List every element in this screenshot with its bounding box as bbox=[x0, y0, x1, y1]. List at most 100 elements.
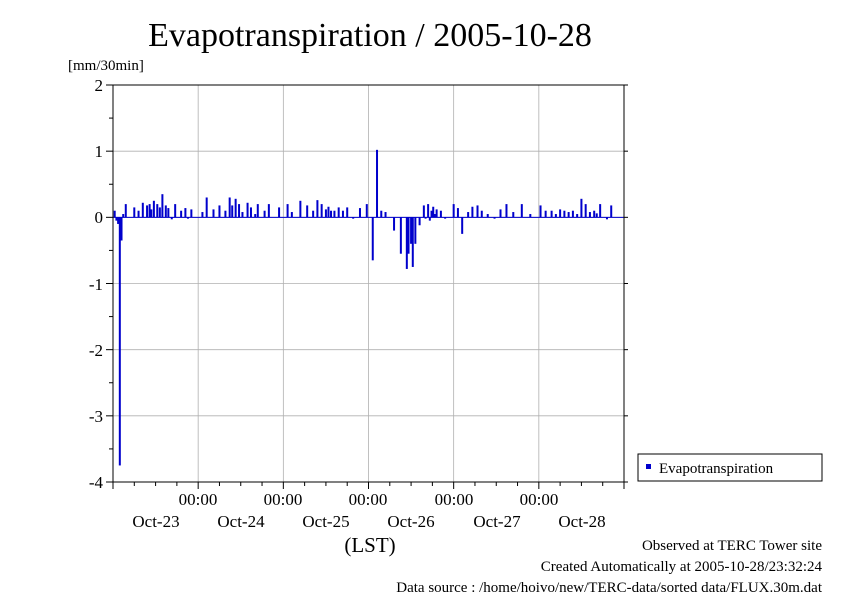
data-bar bbox=[584, 204, 587, 218]
data-bar bbox=[418, 217, 421, 226]
created-note: Created Automatically at 2005-10-28/23:3… bbox=[541, 559, 823, 575]
data-bar bbox=[118, 217, 121, 466]
data-bar bbox=[358, 208, 361, 218]
data-bar bbox=[476, 205, 479, 218]
data-bar bbox=[605, 217, 608, 220]
x-time-label: 00:00 bbox=[349, 490, 388, 509]
data-bar bbox=[286, 204, 289, 218]
data-bar bbox=[120, 217, 123, 241]
data-bar bbox=[380, 210, 383, 218]
data-bar bbox=[550, 210, 553, 218]
data-bar bbox=[212, 209, 215, 218]
y-tick-label: 0 bbox=[95, 208, 104, 227]
data-bar bbox=[150, 209, 153, 218]
data-bars bbox=[113, 149, 624, 466]
data-bar bbox=[499, 209, 502, 218]
data-bar bbox=[333, 210, 336, 218]
data-bar bbox=[122, 214, 125, 218]
data-bar bbox=[580, 198, 583, 218]
data-bar bbox=[554, 214, 557, 218]
data-bar bbox=[486, 214, 489, 218]
data-bar bbox=[610, 205, 613, 218]
data-bar bbox=[190, 209, 193, 218]
data-bar bbox=[512, 212, 515, 218]
legend-swatch bbox=[646, 464, 651, 469]
data-bar bbox=[341, 210, 344, 218]
data-bar bbox=[290, 212, 293, 218]
data-bar bbox=[567, 212, 570, 218]
data-bar bbox=[174, 204, 177, 218]
y-axis-unit-label: [mm/30min] bbox=[68, 58, 144, 74]
data-bar bbox=[312, 210, 315, 218]
y-tick-label: 1 bbox=[95, 142, 104, 161]
data-bar bbox=[411, 217, 414, 267]
data-bar bbox=[141, 202, 144, 218]
data-bar bbox=[180, 210, 183, 218]
data-bar bbox=[435, 209, 438, 218]
data-bar bbox=[337, 207, 340, 218]
data-bar bbox=[330, 210, 333, 218]
data-bar bbox=[263, 210, 266, 218]
data-bar bbox=[152, 200, 155, 218]
data-bar bbox=[539, 205, 542, 218]
axis-ticks bbox=[106, 84, 628, 489]
y-tick-label: -4 bbox=[89, 473, 104, 492]
x-day-label: Oct-24 bbox=[217, 512, 265, 531]
data-bar bbox=[427, 204, 430, 218]
data-bar bbox=[231, 205, 234, 218]
data-bar bbox=[267, 204, 270, 218]
data-bar bbox=[241, 212, 244, 218]
x-time-labels: 00:00 00:00 00:00 00:00 00:00 bbox=[179, 490, 559, 509]
data-bar bbox=[559, 209, 562, 218]
data-bar bbox=[480, 210, 483, 218]
legend-box bbox=[637, 453, 823, 482]
data-bar bbox=[352, 217, 355, 219]
data-bar bbox=[467, 212, 470, 218]
data-bar bbox=[456, 208, 459, 218]
data-bar bbox=[571, 210, 574, 218]
data-bar bbox=[278, 207, 281, 218]
data-bar bbox=[146, 205, 149, 218]
data-bar bbox=[399, 217, 402, 254]
data-bar bbox=[471, 206, 474, 218]
data-bar bbox=[324, 209, 327, 218]
data-bar bbox=[117, 217, 120, 224]
data-bar bbox=[393, 217, 396, 231]
data-bar bbox=[493, 217, 496, 219]
data-bar bbox=[428, 217, 431, 221]
x-day-label: Oct-27 bbox=[473, 512, 521, 531]
data-bar bbox=[593, 210, 596, 218]
data-bar bbox=[156, 204, 159, 218]
data-bar bbox=[544, 210, 547, 218]
x-day-label: Oct-23 bbox=[132, 512, 179, 531]
x-time-label: 00:00 bbox=[435, 490, 474, 509]
data-bar bbox=[238, 204, 241, 218]
y-tick-labels: 2 1 0 -1 -2 -3 -4 bbox=[89, 76, 104, 492]
data-bar bbox=[254, 214, 257, 218]
data-bar bbox=[113, 210, 116, 218]
data-bar bbox=[201, 212, 204, 218]
data-bar bbox=[167, 208, 170, 218]
data-bar bbox=[405, 217, 408, 269]
y-tick-label: -3 bbox=[89, 407, 103, 426]
x-day-label: Oct-28 bbox=[558, 512, 605, 531]
data-bar bbox=[432, 206, 435, 218]
data-bar bbox=[316, 200, 319, 218]
data-bar bbox=[422, 205, 425, 218]
x-time-label: 00:00 bbox=[179, 490, 218, 509]
y-tick-label: -2 bbox=[89, 341, 103, 360]
data-bar bbox=[218, 205, 221, 218]
data-bar bbox=[164, 205, 167, 218]
data-bar bbox=[137, 210, 140, 218]
data-bar bbox=[595, 213, 598, 218]
data-bar bbox=[228, 197, 231, 218]
y-tick-label: 2 bbox=[95, 76, 104, 95]
data-bar bbox=[588, 212, 591, 218]
data-bar bbox=[461, 217, 464, 234]
x-day-labels: Oct-23 Oct-24 Oct-25 Oct-26 Oct-27 Oct-2… bbox=[132, 512, 605, 531]
data-bar bbox=[184, 208, 187, 218]
x-time-label: 00:00 bbox=[520, 490, 559, 509]
data-bar bbox=[320, 204, 323, 218]
data-bar bbox=[529, 214, 532, 218]
